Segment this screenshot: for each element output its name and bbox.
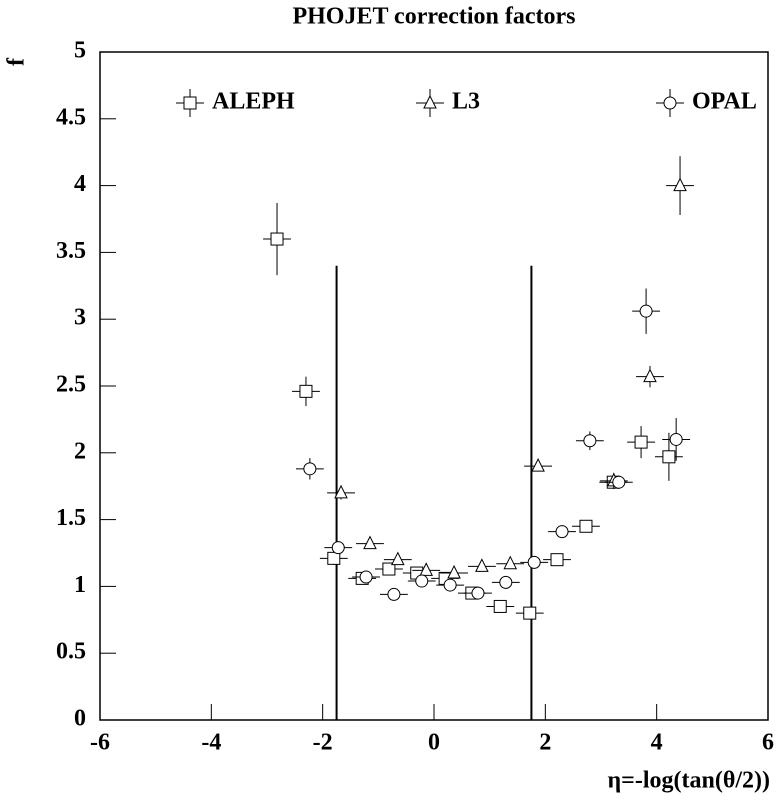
marker bbox=[527, 555, 541, 569]
marker bbox=[612, 475, 626, 489]
y-tick-label: 2 bbox=[74, 438, 86, 464]
y-tick-label: 3.5 bbox=[56, 238, 86, 264]
marker bbox=[387, 587, 401, 601]
legend-label: OPAL bbox=[692, 89, 757, 115]
legend-marker bbox=[423, 94, 437, 109]
y-tick-label: 4 bbox=[74, 171, 86, 197]
marker bbox=[583, 434, 597, 448]
marker bbox=[634, 435, 648, 449]
x-axis-label: η=-log(tan(θ/2)) bbox=[608, 768, 770, 794]
marker bbox=[299, 384, 313, 398]
marker bbox=[359, 570, 373, 584]
marker bbox=[415, 574, 429, 588]
marker bbox=[334, 484, 348, 499]
x-tick-label: 2 bbox=[539, 730, 551, 756]
marker bbox=[639, 304, 653, 318]
x-tick-label: 6 bbox=[762, 730, 774, 756]
marker bbox=[531, 458, 545, 472]
marker bbox=[471, 586, 485, 600]
plot-frame bbox=[99, 51, 769, 721]
marker bbox=[550, 553, 564, 567]
marker bbox=[493, 599, 507, 613]
x-tick-label: -4 bbox=[201, 730, 221, 756]
marker bbox=[555, 525, 569, 539]
chart-title: PHOJET correction factors bbox=[292, 4, 575, 30]
y-tick-label: 1 bbox=[74, 572, 86, 598]
y-tick-label: 5 bbox=[74, 38, 86, 64]
y-tick-label: 0.5 bbox=[56, 639, 86, 665]
marker bbox=[443, 578, 457, 592]
marker bbox=[475, 558, 489, 572]
marker bbox=[419, 562, 434, 576]
y-tick-label: 0 bbox=[74, 706, 86, 732]
marker bbox=[447, 564, 461, 579]
y-tick-label: 2.5 bbox=[56, 372, 86, 398]
marker bbox=[669, 432, 683, 446]
marker bbox=[363, 535, 377, 550]
y-tick-label: 3 bbox=[74, 305, 86, 331]
x-tick-label: 0 bbox=[428, 730, 440, 756]
y-tick-label: 4.5 bbox=[56, 104, 86, 130]
marker bbox=[499, 575, 513, 589]
legend-label: ALEPH bbox=[212, 89, 295, 115]
marker bbox=[303, 462, 317, 476]
y-axis-label: f bbox=[4, 57, 30, 66]
marker bbox=[662, 450, 676, 464]
y-tick-label: 1.5 bbox=[56, 505, 86, 531]
marker bbox=[503, 555, 518, 570]
marker bbox=[673, 177, 687, 192]
legend-label: L3 bbox=[452, 89, 480, 115]
x-tick-label: -6 bbox=[90, 730, 110, 756]
marker bbox=[643, 368, 657, 383]
marker bbox=[331, 541, 345, 555]
marker bbox=[579, 519, 593, 533]
marker bbox=[523, 606, 537, 620]
x-tick-label: 4 bbox=[651, 730, 663, 756]
legend-marker bbox=[183, 96, 197, 110]
marker bbox=[391, 551, 405, 566]
x-tick-label: -2 bbox=[313, 730, 333, 756]
marker bbox=[382, 562, 396, 576]
legend-marker bbox=[663, 96, 677, 110]
marker bbox=[270, 232, 284, 246]
